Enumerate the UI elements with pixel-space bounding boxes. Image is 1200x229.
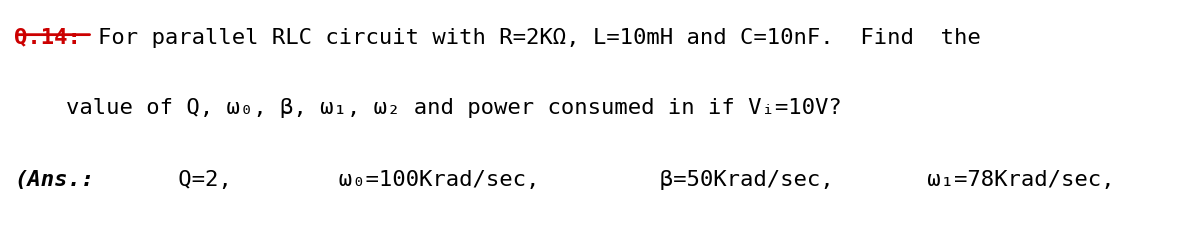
- Text: For parallel RLC circuit with R=2KΩ, L=10mH and C=10nF.  Find  the: For parallel RLC circuit with R=2KΩ, L=1…: [98, 27, 982, 47]
- Text: Q=2,        ω₀=100Krad/sec,         β=50Krad/sec,       ω₁=78Krad/sec,: Q=2, ω₀=100Krad/sec, β=50Krad/sec, ω₁=78…: [98, 169, 1115, 189]
- Text: value of Q, ω₀, β, ω₁, ω₂ and power consumed in if Vᵢ=10V?: value of Q, ω₀, β, ω₁, ω₂ and power cons…: [66, 97, 841, 117]
- Text: Q.14:: Q.14:: [14, 27, 82, 47]
- Text: (Ans.:: (Ans.:: [14, 169, 95, 189]
